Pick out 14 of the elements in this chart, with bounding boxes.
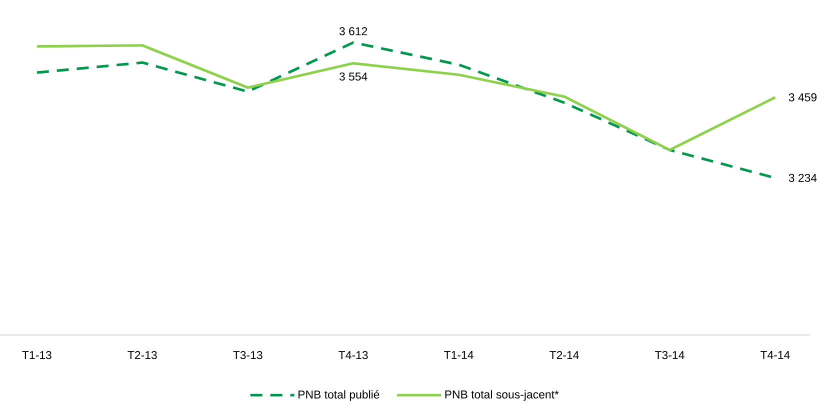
legend-label: PNB total publié xyxy=(298,390,380,401)
data-label: 3 234 xyxy=(788,174,817,182)
x-tick-label: T1-14 xyxy=(444,351,474,359)
data-label: 3 459 xyxy=(788,93,817,102)
x-tick-label: T3-13 xyxy=(233,351,262,360)
data-label: 3 612 xyxy=(339,27,368,36)
x-tick-label: T2-13 xyxy=(128,351,157,360)
x-tick-label: T4-13 xyxy=(338,351,368,360)
legend-label: PNB total sous-jacent* xyxy=(445,390,559,401)
data-label: 3 554 xyxy=(339,72,368,81)
x-tick-label: T1-13 xyxy=(22,351,52,360)
x-tick-label: T4-14 xyxy=(760,351,790,359)
x-tick-label: T2-14 xyxy=(550,351,579,360)
x-tick-label: T3-14 xyxy=(655,351,684,360)
